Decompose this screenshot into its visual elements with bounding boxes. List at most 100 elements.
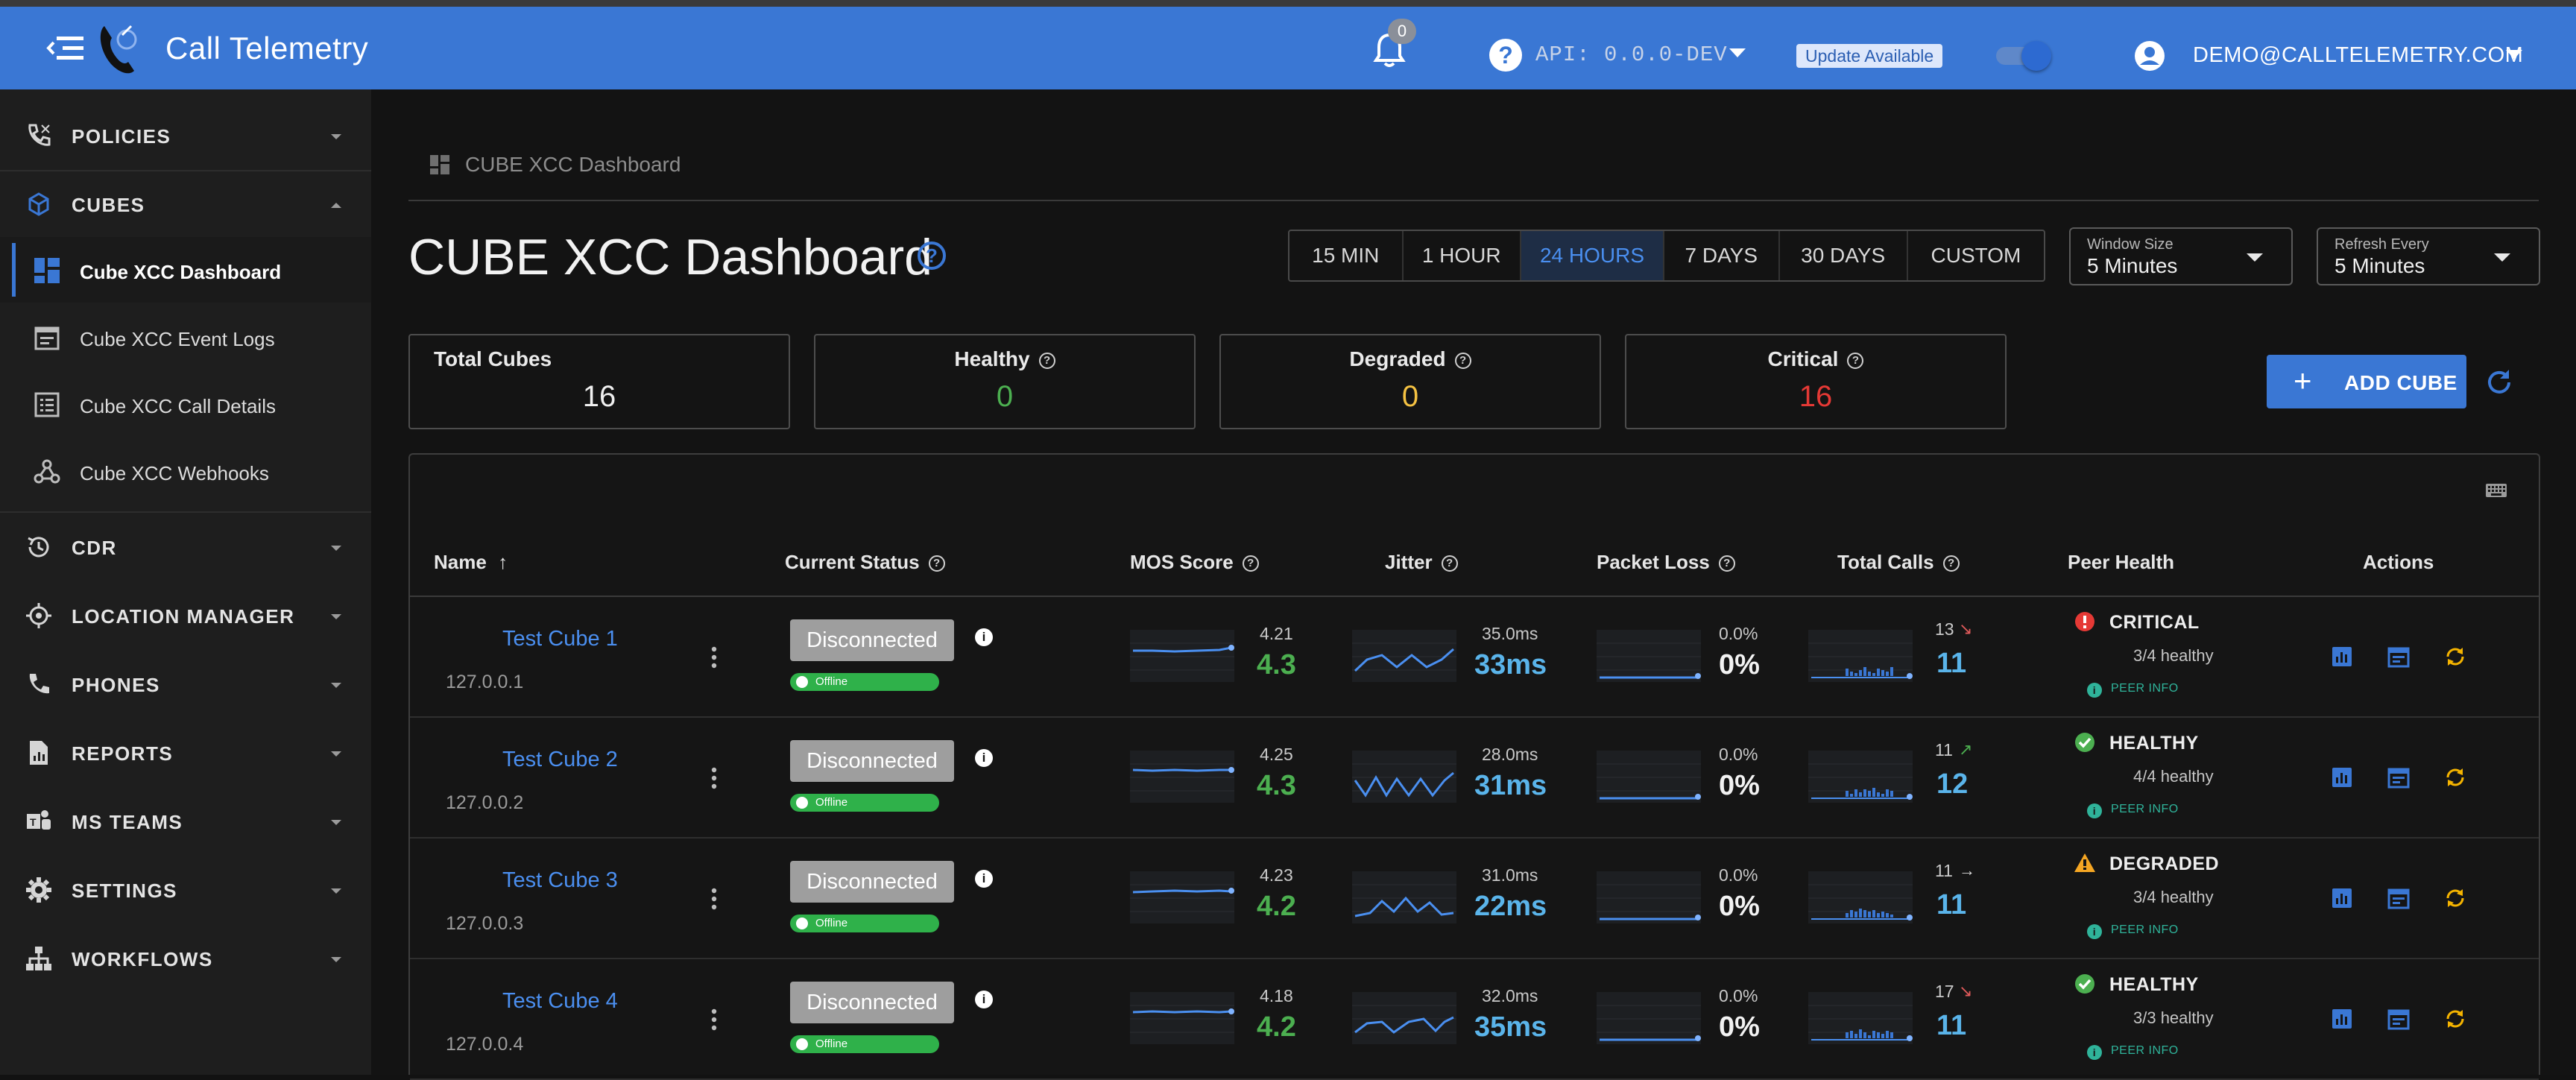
column-header-peer-health[interactable]: Peer Health [2068,551,2175,573]
calendar-icon[interactable] [2385,643,2412,670]
sidebar-item-cubes[interactable]: CUBES [0,170,371,237]
calendar-icon[interactable] [2385,764,2412,791]
cube-name-link[interactable]: Test Cube 4 [502,989,618,1013]
mos-previous: 4.25 [1260,745,1293,764]
peer-info-link[interactable]: i PEER INFO [2087,1044,2179,1060]
info-icon[interactable]: i [975,991,993,1008]
update-available-badge[interactable]: Update Available [1796,44,1943,68]
refresh-every-select[interactable]: Refresh Every 5 Minutes [2317,227,2540,285]
sidebar: POLICIES CUBES Cube XCC Dashboard Cube X… [0,89,371,1075]
window-size-select[interactable]: Window Size 5 Minutes [2069,227,2293,285]
sidebar-item-policies[interactable]: POLICIES [0,101,371,168]
menu-collapse-icon[interactable] [46,32,85,65]
sidebar-item-cube-xcc-call-details[interactable]: Cube XCC Call Details [0,371,371,437]
sidebar-item-workflows[interactable]: WORKFLOWS [0,924,371,991]
table-row[interactable]: Test Cube 4 127.0.0.4 Disconnected i Off… [410,959,2539,1080]
stat-degraded: Degraded? 0 [1219,334,1601,429]
peer-info-link[interactable]: i PEER INFO [2087,682,2179,698]
help-icon[interactable]: ? [1441,555,1458,572]
jitter-sparkline [1352,751,1456,803]
range-custom-button[interactable]: CUSTOM [1931,244,2021,267]
info-icon[interactable]: i [975,749,993,767]
cube-name-link[interactable]: Test Cube 1 [502,627,618,651]
table-row[interactable]: Test Cube 2 127.0.0.2 Disconnected i Off… [410,718,2539,839]
help-icon[interactable]: ? [1942,555,1960,572]
help-icon[interactable]: ? [1454,353,1471,369]
range-1-hour-button[interactable]: 1 HOUR [1404,231,1521,280]
stat-label: Healthy [954,347,1030,370]
column-header-mos[interactable]: MOS Score? [1130,551,1259,574]
calendar-icon[interactable] [2385,885,2412,912]
sidebar-item-phones[interactable]: PHONES [0,650,371,717]
more-vert-icon[interactable] [711,888,717,910]
help-icon[interactable]: ? [928,555,945,572]
packet-loss-sparkline [1597,630,1701,682]
help-icon[interactable]: ? [1489,39,1522,72]
range-15-min-button[interactable]: 15 MIN [1289,231,1404,280]
column-header-packet-loss[interactable]: Packet Loss? [1597,551,1735,574]
dark-mode-toggle[interactable] [1995,41,2054,71]
user-email-menu[interactable]: DEMO@CALLTELEMETRY.COM [2193,43,2524,67]
info-icon[interactable]: i [975,870,993,888]
chevron-down-icon[interactable] [2506,50,2522,59]
range-24-hours-button[interactable]: 24 HOURS [1521,231,1665,280]
analytics-icon[interactable] [2329,643,2355,670]
window-top-strip [0,0,2576,7]
chevron-down-icon[interactable] [1729,48,1746,57]
cube-name-link[interactable]: Test Cube 2 [502,748,618,771]
api-version-selector[interactable]: API: 0.0.0-DEV [1535,42,1728,67]
packet-loss-value: 0% [1719,891,1760,922]
sidebar-item-cube-xcc-dashboard[interactable]: Cube XCC Dashboard [0,237,371,303]
sync-icon[interactable] [2442,643,2469,670]
status-badge: Disconnected [790,861,954,903]
column-header-jitter[interactable]: Jitter? [1385,551,1458,574]
more-vert-icon[interactable] [711,767,717,789]
cube-name-link[interactable]: Test Cube 3 [502,868,618,892]
help-icon[interactable]: ? [1242,555,1259,572]
mos-sparkline [1130,630,1234,682]
window-size-value: 5 Minutes [2087,254,2178,277]
sidebar-item-settings[interactable]: SETTINGS [0,856,371,923]
sync-icon[interactable] [2442,764,2469,791]
help-icon[interactable]: ? [1847,353,1864,369]
breadcrumb[interactable]: CUBE XCC Dashboard [465,153,681,176]
sidebar-item-cube-xcc-event-logs[interactable]: Cube XCC Event Logs [0,304,371,370]
table-row[interactable]: Test Cube 1 127.0.0.1 Disconnected i Off… [410,597,2539,718]
more-vert-icon[interactable] [711,1008,717,1031]
peer-info-link[interactable]: i PEER INFO [2087,803,2179,818]
column-header-status[interactable]: Current Status? [785,551,945,574]
range-30-days-button[interactable]: 30 DAYS [1780,231,1908,280]
keyboard-icon[interactable] [2485,481,2507,499]
account-circle-icon[interactable] [2133,40,2166,72]
mos-value: 4.3 [1257,649,1296,680]
table-row[interactable]: Test Cube 3 127.0.0.3 Disconnected i Off… [410,839,2539,959]
sidebar-item-ms-teams[interactable]: T MS TEAMS [0,787,371,854]
peer-health-status: DEGRADED [2109,853,2220,874]
sidebar-item-cdr[interactable]: CDR [0,513,371,580]
jitter-sparkline [1352,630,1456,682]
analytics-icon[interactable] [2329,1005,2355,1032]
sync-icon[interactable] [2442,1005,2469,1032]
help-icon[interactable]: ? [1718,555,1735,572]
sidebar-item-reports[interactable]: REPORTS [0,719,371,786]
peer-info-link[interactable]: i PEER INFO [2087,923,2179,939]
sidebar-item-label: LOCATION MANAGER [72,605,295,628]
column-header-name[interactable]: Name ↑ [434,551,508,574]
help-icon[interactable]: ? [1038,353,1055,369]
add-cube-button[interactable]: + ADD CUBE [2267,355,2466,408]
help-icon[interactable]: ? [918,241,946,270]
analytics-icon[interactable] [2329,885,2355,912]
sidebar-item-location-manager[interactable]: LOCATION MANAGER [0,581,371,648]
range-7-days-button[interactable]: 7 DAYS [1664,231,1780,280]
more-vert-icon[interactable] [711,646,717,669]
sidebar-item-cube-xcc-webhooks[interactable]: Cube XCC Webhooks [0,438,371,504]
refresh-icon[interactable] [2482,365,2516,400]
calendar-icon[interactable] [2385,1005,2412,1032]
mos-previous: 4.21 [1260,624,1293,643]
column-header-total-calls[interactable]: Total Calls? [1837,551,1960,574]
sync-icon[interactable] [2442,885,2469,912]
info-icon[interactable]: i [975,628,993,646]
total-calls-value: 11 [1936,648,1967,679]
analytics-icon[interactable] [2329,764,2355,791]
total-calls-previous: 17 [1935,982,1954,1001]
